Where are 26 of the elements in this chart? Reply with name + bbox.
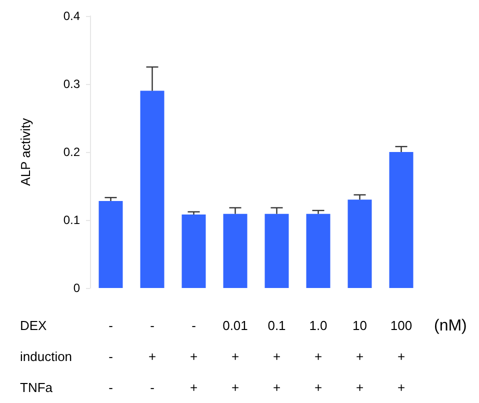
- bar: [306, 214, 330, 288]
- bar: [140, 90, 164, 288]
- bar: [182, 214, 206, 288]
- bar: [98, 200, 123, 288]
- y-tick-label: 0: [73, 281, 80, 295]
- y-tick-label: 0.4: [63, 9, 80, 23]
- y-axis-title: ALP activity: [18, 118, 33, 186]
- bar: [223, 214, 248, 288]
- text: (nM): [434, 318, 467, 334]
- category-label: 0.1 + +: [268, 318, 286, 395]
- text: TNFa: [20, 380, 54, 395]
- bar: [348, 200, 372, 288]
- category-label: - + -: [148, 318, 156, 395]
- y-tick-label: 0.2: [63, 145, 80, 159]
- bar: [264, 214, 289, 288]
- bar: [389, 152, 414, 288]
- category-label: 100 + +: [390, 318, 412, 395]
- y-tick-label: 0.1: [63, 213, 80, 227]
- category-label: 0.01 + +: [222, 318, 248, 395]
- category-label: 10 + +: [352, 318, 367, 395]
- text: DEX: [20, 318, 48, 333]
- category-label: - - -: [108, 318, 113, 395]
- category-label: - + +: [190, 318, 198, 395]
- category-label: 1.0 + +: [309, 318, 328, 395]
- y-tick-label: 0.3: [63, 77, 80, 91]
- text: induction: [20, 349, 72, 364]
